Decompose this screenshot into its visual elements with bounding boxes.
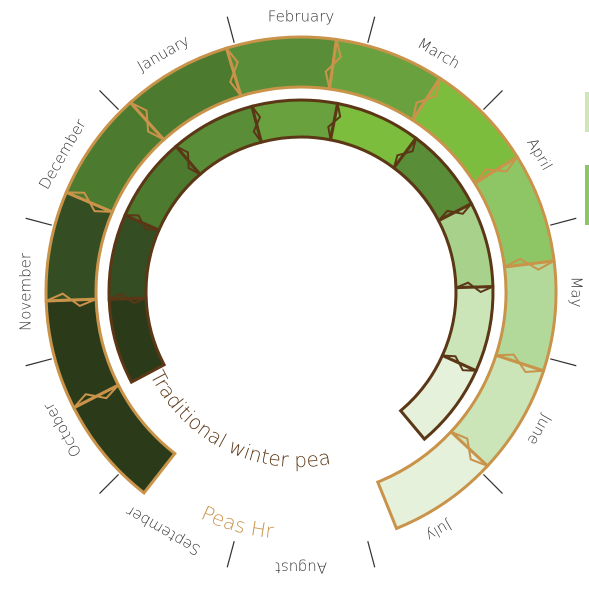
tick-december [25,217,52,226]
ring-segment-july [398,353,479,442]
segment-divider [455,281,494,294]
tick-august [367,541,376,568]
segment-divider [474,156,519,184]
ring-segment-may [436,201,495,290]
segment-divider [66,191,113,213]
tick-june [550,358,577,367]
tick-november [25,358,52,367]
ring-segment-october [44,297,121,410]
ring-segment-february [250,98,340,144]
tick-may [550,217,577,226]
outer-ring-peas-hr [44,35,558,531]
inner-ring-traditional-winter-pea [107,98,495,442]
segment-divider [175,145,201,176]
month-label-may: May [568,276,586,307]
ring-segment-august [375,429,490,531]
segment-divider [504,257,555,271]
tick-january [99,90,119,110]
month-label-february: February [268,8,335,26]
month-label-june: June [524,411,556,448]
segment-divider [108,292,147,305]
edge-bar-green [585,165,589,225]
tick-july [483,474,503,494]
tick-february [226,16,235,43]
tick-march [367,16,376,43]
ring-segment-february [224,35,339,98]
outer-ring-label: Peas Hr [198,501,276,543]
segment-divider [129,101,165,141]
tick-april [483,90,503,110]
segment-divider [437,202,473,222]
tick-october [99,474,119,494]
month-label-september: September [122,502,204,559]
month-label-november: November [17,252,35,331]
segment-divider [73,384,120,409]
segment-divider [324,39,342,90]
segment-divider [251,105,263,143]
segment-divider [411,77,441,121]
segment-divider [225,47,242,97]
segment-divider [125,214,160,231]
segment-divider [450,430,488,467]
segment-divider [327,103,342,141]
month-label-august: August [275,559,327,577]
tick-september [226,541,235,568]
ring-segment-october [107,296,167,385]
segment-divider [442,354,477,372]
segment-divider [45,292,97,308]
month-label-april: April [523,135,556,174]
month-label-july: July [422,516,454,545]
month-ticks [25,16,577,568]
segment-divider [495,353,544,373]
segment-divider [392,138,417,169]
edge-bar-light [585,92,589,132]
